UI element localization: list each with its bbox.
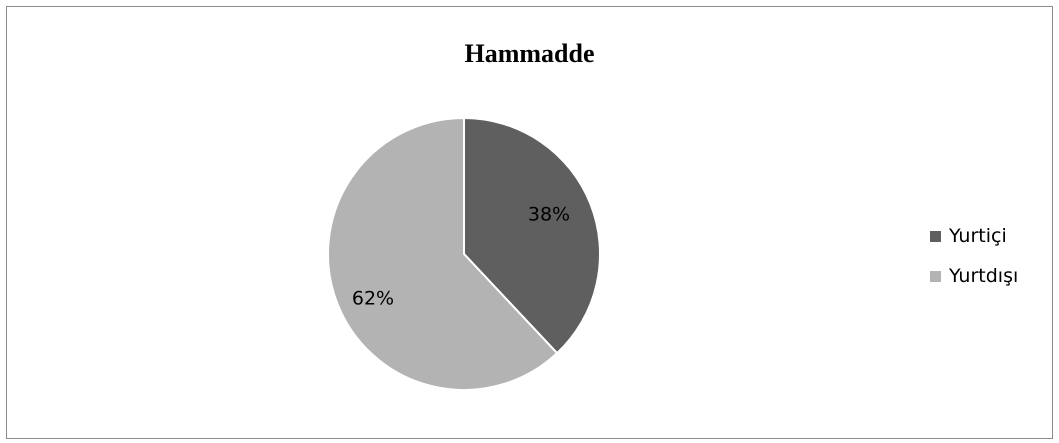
legend-swatch [930,230,941,242]
legend-swatch [930,270,941,282]
chart-title: Hammadde [464,39,595,68]
legend: Yurtiçi Yurtdışı [930,216,1018,296]
pie-slice-yurtdisi [327,116,559,391]
legend-label: Yurtiçi [949,225,1007,247]
legend-item-yurtici: Yurtiçi [930,216,1018,256]
data-label-yurtdisi: 62% [352,288,394,310]
legend-label: Yurtdışı [949,265,1019,287]
legend-item-yurtdisi: Yurtdışı [930,256,1018,296]
pie-slice-yurtici [463,116,601,355]
data-label-yurtici: 38% [528,204,570,226]
